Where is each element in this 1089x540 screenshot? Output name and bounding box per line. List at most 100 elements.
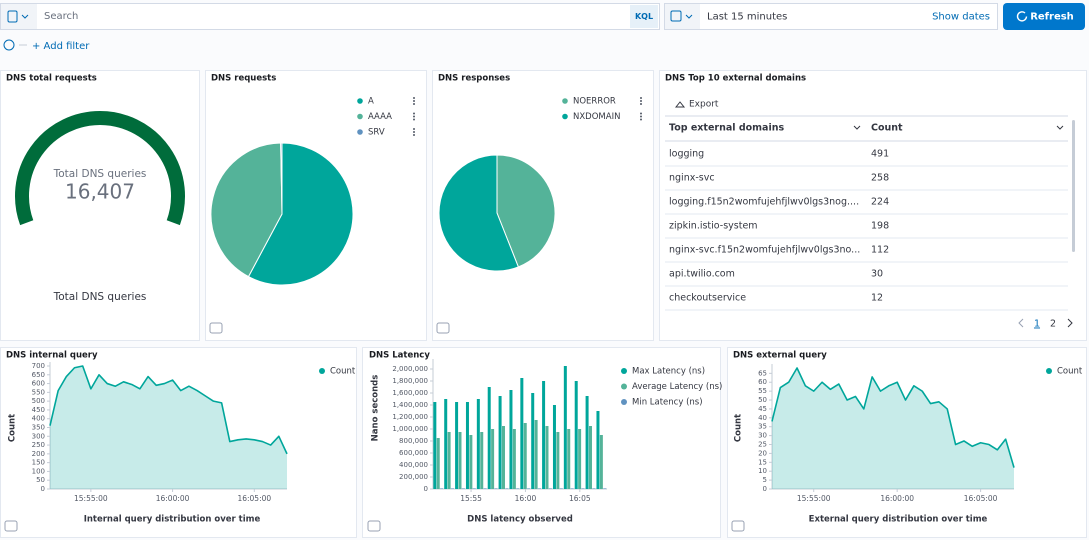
table-cell: api.twilio.com (669, 269, 735, 280)
export-button[interactable]: Export (689, 100, 719, 110)
legend-label[interactable]: NOERROR (573, 97, 616, 107)
legend-menu-dot (640, 113, 642, 115)
table-cell: zipkin.istio-system (669, 221, 758, 232)
legend-menu-dot (413, 113, 415, 115)
add-filter[interactable]: + Add filter (32, 41, 90, 52)
y-tick-label: 2,000,000 (392, 365, 428, 373)
legend-menu-dot (413, 97, 415, 99)
filter-icon[interactable] (4, 40, 14, 50)
saved-query-button[interactable] (1, 4, 37, 29)
bar (488, 387, 491, 489)
y-tick-label: 500 (32, 397, 45, 405)
y-tick-label: 40 (758, 414, 767, 422)
y-tick-label: 1,400,000 (392, 401, 428, 409)
kql-label: KQL (635, 12, 653, 21)
y-tick-label: 5 (763, 476, 767, 484)
legend-menu-dot (640, 116, 642, 118)
legend-label[interactable]: Max Latency (ns) (632, 367, 705, 377)
legend-dot (357, 129, 363, 135)
legend-dot (621, 384, 627, 390)
y-tick-label: 100 (32, 467, 45, 475)
bar (553, 405, 556, 489)
legend-label[interactable]: Average Latency (ns) (632, 382, 722, 392)
y-tick-label: 550 (32, 388, 45, 396)
table-cell: nginx-svc (669, 173, 715, 184)
y-tick-label: 600,000 (399, 449, 428, 457)
legend-dot (357, 98, 363, 104)
y-tick-label: 400 (32, 415, 45, 423)
legend-label[interactable]: SRV (368, 128, 385, 138)
bar (578, 429, 581, 489)
bar (484, 488, 487, 489)
legend-label[interactable]: Count (330, 367, 356, 377)
bar (582, 488, 585, 489)
bar (462, 488, 465, 489)
legend-label[interactable]: Min Latency (ns) (632, 398, 703, 408)
legend-label[interactable]: A (368, 97, 374, 107)
y-tick-label: 50 (758, 396, 767, 404)
table-cell: 258 (871, 173, 889, 184)
column-header[interactable]: Count (871, 123, 903, 134)
scrollbar (1072, 120, 1075, 252)
y-tick-label: 0 (41, 485, 45, 493)
y-tick-label: 10 (758, 467, 767, 475)
y-tick-label: 650 (32, 371, 45, 379)
legend-label[interactable]: NXDOMAIN (573, 112, 620, 122)
legend-menu-dot (413, 116, 415, 118)
page-number[interactable]: 1 (1034, 319, 1040, 330)
y-tick-label: 65 (758, 369, 767, 377)
x-tick-label: 16:05:00 (964, 494, 998, 503)
legend-dot (562, 114, 568, 120)
y-axis-label: Nano seconds (371, 375, 381, 442)
legend-dot (319, 368, 325, 374)
bar (499, 396, 502, 489)
y-tick-label: 20 (758, 449, 767, 457)
x-axis-label: Internal query distribution over time (84, 515, 261, 525)
y-tick-label: 200 (32, 450, 45, 458)
table-cell: 198 (871, 221, 889, 232)
legend-label[interactable]: Count (1057, 367, 1083, 377)
y-tick-label: 400,000 (399, 461, 428, 469)
x-tick-label: 15:55:00 (74, 494, 108, 503)
bar (567, 429, 570, 489)
x-tick-label: 16:00 (515, 494, 537, 503)
bar (560, 488, 563, 489)
legend-menu-dot (413, 128, 415, 130)
y-tick-label: 700 (32, 362, 45, 370)
bar (531, 393, 534, 489)
bar (451, 488, 454, 489)
bar (469, 435, 472, 489)
bar (455, 402, 458, 489)
panel-title: DNS requests (211, 74, 276, 84)
panel-title: DNS Latency (369, 351, 430, 361)
legend-menu-dot (640, 103, 642, 105)
panel-title: DNS total requests (6, 74, 97, 84)
page-number[interactable]: 2 (1050, 319, 1056, 330)
bar (571, 488, 574, 489)
show-dates[interactable]: Show dates (932, 12, 990, 23)
legend-dot (562, 98, 568, 104)
y-tick-label: 50 (36, 476, 45, 484)
column-header[interactable]: Top external domains (669, 123, 784, 134)
bar (538, 488, 541, 489)
y-tick-label: 1,800,000 (392, 377, 428, 385)
panel-title: DNS internal query (6, 351, 98, 361)
y-tick-label: 1,000,000 (392, 425, 428, 433)
bar (596, 411, 599, 489)
table-cell: 30 (871, 269, 883, 280)
bar (495, 488, 498, 489)
legend-label[interactable]: AAAA (368, 112, 392, 122)
y-tick-label: 1,600,000 (392, 389, 428, 397)
quick-select[interactable] (665, 4, 700, 29)
legend-menu-dot (413, 134, 415, 136)
search-field[interactable] (1, 4, 660, 30)
panel-title: DNS responses (438, 74, 510, 84)
y-tick-label: 60 (758, 378, 767, 386)
bar (480, 432, 483, 489)
bar (603, 488, 606, 489)
panel-title: DNS Top 10 external domains (665, 74, 806, 84)
bar (524, 423, 527, 489)
search-placeholder: Search (44, 11, 78, 22)
legend-menu-dot (413, 100, 415, 102)
